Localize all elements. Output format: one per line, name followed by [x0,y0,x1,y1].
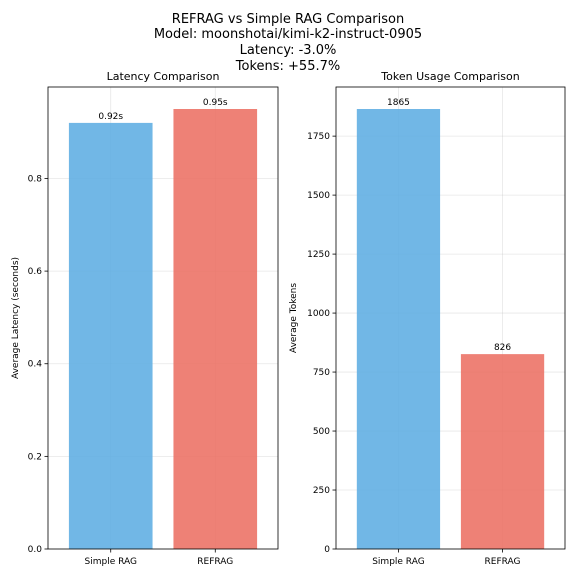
y-tick-label: 1750 [307,132,330,142]
subplot-2: 1865 826 0 250 500 750 1000 1250 1500 1750 Simple … [289,70,566,567]
x-tick-label: Simple RAG [85,557,137,567]
y-axis-label: Average Latency (seconds) [11,257,21,379]
y-tick-label: 0 [324,545,330,555]
y-tick-label: 1500 [307,191,330,201]
figure-title-line-3: Latency: -3.0% [240,43,337,58]
axes-title: Latency Comparison [107,70,220,83]
figure-title-line-4: Tokens: +55.7% [235,59,340,74]
axes-frame [335,86,566,550]
figure-title-line-1: REFRAG vs Simple RAG Comparison [172,12,404,27]
subplot-1: 0.92s 0.95s 0.0 0.2 0.4 0.6 0.8 Simple RAG REFRA… [11,70,279,567]
bar-data-label: 1865 [387,98,410,108]
y-tick-label: 0.8 [28,174,43,184]
y-tick-label: 750 [313,368,330,378]
y-tick-label: 0.4 [28,360,43,370]
y-tick-label: 250 [313,486,330,496]
x-tick-label: REFRAG [485,557,521,567]
subplots: 0.92s 0.95s 0.0 0.2 0.4 0.6 0.8 Simple RAG REFRA… [11,70,566,567]
bar-simple-rag [356,109,441,549]
bar-refrag [460,354,545,549]
bar-data-label: 826 [494,343,511,353]
axes-title: Token Usage Comparison [380,70,519,83]
bar-refrag [173,109,258,549]
bar-data-label: 0.92s [98,112,123,122]
y-tick-label: 500 [313,427,330,437]
y-axis-label: Average Tokens [289,283,299,353]
figure-title-line-2: Model: moonshotai/kimi-k2-instruct-0905 [154,27,422,42]
y-tick-label: 1250 [307,250,330,260]
bar-data-label: 0.95s [203,98,228,108]
y-tick-label: 0.0 [28,545,43,555]
axes-frame [47,86,279,550]
y-tick-label: 0.2 [28,452,42,462]
y-tick-label: 0.6 [28,267,43,277]
x-tick-label: Simple RAG [372,557,424,567]
x-tick-label: REFRAG [197,557,233,567]
y-tick-label: 1000 [307,309,330,319]
bar-simple-rag [68,122,153,549]
